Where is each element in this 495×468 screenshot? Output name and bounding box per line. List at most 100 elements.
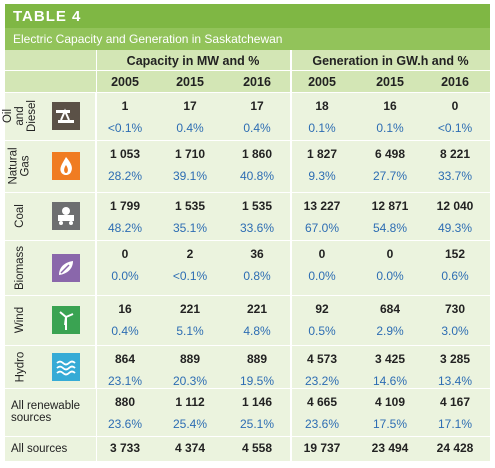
percent-cell: 0.0%: [111, 269, 139, 283]
percent-cell: 20.3%: [172, 374, 208, 388]
row-label: Oil and Diesel: [2, 92, 38, 140]
value-cell: 0: [121, 247, 129, 261]
value-cell: 36: [250, 247, 264, 261]
value-cell: 889: [179, 352, 201, 366]
percent-cell: 9.3%: [308, 169, 336, 183]
row-label: Wind: [5, 295, 35, 345]
value-cell: 19 737: [303, 441, 341, 455]
percent-cell: 40.8%: [239, 169, 275, 183]
row-label: All sources: [11, 442, 68, 455]
header-divider: [5, 70, 490, 71]
value-cell: 221: [246, 302, 268, 316]
percent-cell: 0.1%: [308, 121, 336, 135]
percent-cell: 3.0%: [441, 324, 469, 338]
row-divider: [5, 436, 490, 437]
percent-cell: 33.7%: [437, 169, 473, 183]
percent-cell: 67.0%: [304, 221, 340, 235]
value-cell: 4 109: [374, 395, 406, 409]
year-header: 2016: [441, 75, 469, 89]
value-cell: 1 146: [241, 395, 273, 409]
row-divider: [5, 240, 490, 241]
row-label: Hydro: [5, 345, 35, 388]
row-icon: [52, 352, 80, 381]
value-cell: 221: [179, 302, 201, 316]
year-header: 2015: [176, 75, 204, 89]
value-cell: 3 285: [439, 352, 471, 366]
value-cell: 17: [183, 99, 197, 113]
icon-divider: [95, 92, 96, 140]
percent-cell: 17.1%: [437, 417, 473, 431]
icon-divider: [95, 192, 96, 240]
row-band: [5, 141, 490, 192]
row-label: Biomass: [5, 240, 35, 295]
table-subtitle: Electric Capacity and Generation in Sask…: [5, 28, 490, 50]
row-icon: [52, 152, 80, 180]
icon-divider: [95, 140, 96, 192]
value-cell: 92: [315, 302, 329, 316]
value-cell: 1 535: [174, 199, 206, 213]
row-band: [5, 241, 490, 295]
value-cell: 23 494: [371, 441, 409, 455]
percent-cell: 48.2%: [107, 221, 143, 235]
percent-cell: 0.6%: [441, 269, 469, 283]
percent-cell: 2.9%: [376, 324, 404, 338]
value-cell: 1 112: [175, 395, 205, 409]
value-cell: 0: [451, 99, 459, 113]
row-label-text: Hydro: [14, 351, 26, 382]
row-band: [5, 389, 490, 436]
icon-divider: [95, 345, 96, 388]
percent-cell: 54.8%: [372, 221, 408, 235]
row-divider: [5, 140, 490, 141]
value-cell: 18: [315, 99, 329, 113]
percent-cell: 27.7%: [372, 169, 408, 183]
icon: [52, 152, 80, 180]
value-cell: 6 498: [374, 147, 406, 161]
row-label-text: Biomass: [14, 245, 27, 290]
value-cell: 730: [444, 302, 466, 316]
row-band: [5, 193, 490, 240]
year-header: 2015: [376, 75, 404, 89]
row-icon: [52, 253, 80, 282]
percent-cell: 17.5%: [372, 417, 408, 431]
percent-cell: 4.8%: [243, 324, 271, 338]
value-cell: 4 374: [174, 441, 206, 455]
percent-cell: 0.0%: [376, 269, 404, 283]
row-label-text: Wind: [14, 306, 26, 334]
row-label: Coal: [5, 192, 35, 240]
percent-cell: <0.1%: [437, 121, 473, 135]
value-cell: 1 860: [241, 147, 273, 161]
value-cell: 1 827: [306, 147, 338, 161]
value-cell: 2: [186, 247, 194, 261]
value-cell: 864: [114, 352, 136, 366]
row-label: Natural Gas: [5, 140, 35, 192]
value-cell: 0: [318, 247, 326, 261]
row-label: All renewable sources: [11, 400, 81, 424]
row-divider: [5, 345, 490, 346]
table-title: TABLE 4: [5, 4, 490, 28]
percent-cell: 49.3%: [437, 221, 473, 235]
column-divider: [96, 50, 97, 461]
percent-cell: 25.4%: [172, 417, 208, 431]
value-cell: 889: [246, 352, 268, 366]
value-cell: 16: [118, 302, 132, 316]
icon: [52, 306, 80, 334]
percent-cell: 0.4%: [111, 324, 139, 338]
value-cell: 16: [383, 99, 397, 113]
percent-cell: <0.1%: [172, 269, 208, 283]
group-header: Capacity in MW and %: [126, 54, 260, 68]
row-divider: [5, 192, 490, 193]
group-header: Generation in GW.h and %: [312, 54, 469, 68]
percent-cell: 23.1%: [107, 374, 143, 388]
value-cell: 24 428: [436, 441, 474, 455]
percent-cell: 19.5%: [239, 374, 275, 388]
row-divider: [5, 92, 490, 93]
row-divider: [5, 295, 490, 296]
row-icon: [52, 306, 80, 334]
icon-divider: [95, 240, 96, 295]
percent-cell: 0.1%: [376, 121, 404, 135]
percent-cell: 23.6%: [107, 417, 143, 431]
percent-cell: 25.1%: [239, 417, 275, 431]
value-cell: 12 871: [371, 199, 409, 213]
row-band: [5, 296, 490, 345]
